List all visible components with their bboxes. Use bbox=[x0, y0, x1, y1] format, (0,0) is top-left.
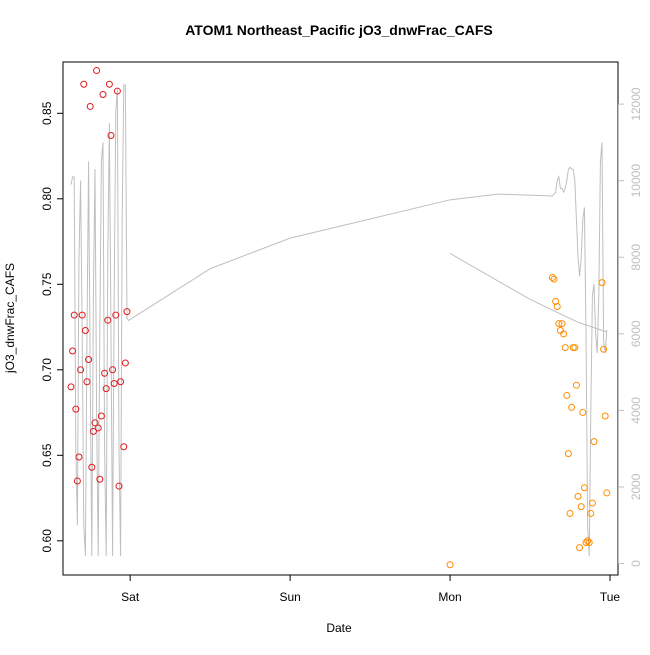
data-point-1 bbox=[601, 412, 609, 420]
data-point-0 bbox=[75, 453, 83, 461]
data-point-1 bbox=[568, 403, 576, 411]
data-point-1 bbox=[558, 320, 566, 328]
data-point-1 bbox=[590, 438, 598, 446]
data-point-1 bbox=[560, 330, 568, 338]
data-point-1 bbox=[576, 544, 584, 552]
series-line-3 bbox=[449, 252, 607, 333]
data-point-0 bbox=[85, 356, 93, 364]
data-point-1 bbox=[585, 539, 593, 547]
y-axis-label: jO3_dnwFrac_CAFS bbox=[3, 263, 17, 374]
data-point-0 bbox=[101, 369, 109, 377]
data-point-0 bbox=[120, 443, 128, 451]
x-axis-label: Date bbox=[326, 621, 352, 635]
data-point-0 bbox=[88, 463, 96, 471]
data-point-0 bbox=[70, 311, 78, 319]
x-tick-label: Tue bbox=[600, 590, 621, 604]
data-point-0 bbox=[89, 427, 97, 435]
data-point-1 bbox=[577, 503, 585, 511]
data-point-1 bbox=[571, 344, 579, 352]
data-point-1 bbox=[564, 450, 572, 458]
data-point-1 bbox=[550, 275, 558, 283]
data-point-1 bbox=[587, 509, 595, 517]
data-point-1 bbox=[555, 320, 563, 328]
data-point-1 bbox=[579, 409, 587, 417]
data-point-0 bbox=[93, 67, 101, 75]
data-point-0 bbox=[112, 311, 120, 319]
data-point-0 bbox=[104, 316, 112, 324]
y-tick-label: 0.75 bbox=[40, 272, 54, 296]
data-point-1 bbox=[574, 492, 582, 500]
data-point-0 bbox=[78, 311, 86, 319]
data-point-0 bbox=[121, 359, 129, 367]
x-tick-label: Sat bbox=[121, 590, 140, 604]
data-point-1 bbox=[600, 345, 608, 353]
data-point-0 bbox=[77, 366, 85, 374]
data-point-0 bbox=[99, 90, 107, 98]
x-tick-label: Mon bbox=[438, 590, 461, 604]
data-point-0 bbox=[67, 383, 75, 391]
data-point-0 bbox=[83, 378, 91, 386]
y2-tick-label: 4000 bbox=[629, 397, 643, 424]
data-point-1 bbox=[548, 273, 556, 281]
data-point-1 bbox=[580, 484, 588, 492]
data-point-0 bbox=[123, 308, 131, 316]
data-point-0 bbox=[113, 87, 121, 95]
x-axis: Sat Sun Mon Tue bbox=[121, 575, 620, 604]
data-point-0 bbox=[86, 102, 94, 110]
y-tick-label: 0.85 bbox=[40, 101, 54, 125]
data-point-1 bbox=[572, 381, 580, 389]
data-point-0 bbox=[105, 80, 113, 88]
y-tick-label: 0.65 bbox=[40, 443, 54, 467]
data-point-0 bbox=[115, 482, 123, 490]
data-point-0 bbox=[72, 405, 80, 413]
data-point-0 bbox=[110, 379, 118, 387]
y2-tick-label: 2000 bbox=[629, 473, 643, 500]
data-point-1 bbox=[598, 279, 606, 287]
data-point-0 bbox=[117, 378, 125, 386]
y-tick-label: 0.60 bbox=[40, 529, 54, 553]
data-point-1 bbox=[561, 344, 569, 352]
data-point-0 bbox=[94, 424, 102, 432]
data-point-0 bbox=[69, 347, 77, 355]
y2-tick-label: 0 bbox=[629, 560, 643, 567]
y2-tick-label: 8000 bbox=[629, 244, 643, 271]
data-point-0 bbox=[73, 477, 81, 485]
data-point-0 bbox=[81, 326, 89, 334]
data-point-0 bbox=[107, 132, 115, 140]
data-point-0 bbox=[109, 366, 117, 374]
y2-tick-label: 10000 bbox=[629, 164, 643, 198]
data-point-0 bbox=[91, 419, 99, 427]
series-line-2 bbox=[70, 84, 608, 556]
data-point-1 bbox=[563, 391, 571, 399]
y2-tick-label: 6000 bbox=[629, 320, 643, 347]
y-tick-label: 0.70 bbox=[40, 358, 54, 382]
data-point-0 bbox=[80, 80, 88, 88]
point-series bbox=[67, 67, 611, 569]
x-tick-label: Sun bbox=[279, 590, 300, 604]
data-point-0 bbox=[96, 475, 104, 483]
data-point-1 bbox=[446, 561, 454, 569]
data-point-0 bbox=[97, 412, 105, 420]
y-axis: 0.60 0.65 0.70 0.75 0.80 0.85 bbox=[40, 101, 63, 552]
data-point-1 bbox=[553, 303, 561, 311]
data-point-1 bbox=[588, 499, 596, 507]
data-point-1 bbox=[582, 539, 590, 547]
y-tick-label: 0.80 bbox=[40, 187, 54, 211]
plot-frame bbox=[62, 61, 619, 576]
line-series bbox=[70, 84, 608, 556]
data-point-0 bbox=[102, 385, 110, 393]
y2-tick-label: 12000 bbox=[629, 87, 643, 121]
data-point-1 bbox=[603, 489, 611, 497]
chart-title: ATOM1 Northeast_Pacific jO3_dnwFrac_CAFS bbox=[185, 22, 493, 38]
y2-axis: 0 2000 4000 6000 8000 10000 12000 bbox=[618, 87, 643, 567]
data-point-1 bbox=[584, 537, 592, 545]
data-point-1 bbox=[566, 509, 574, 517]
